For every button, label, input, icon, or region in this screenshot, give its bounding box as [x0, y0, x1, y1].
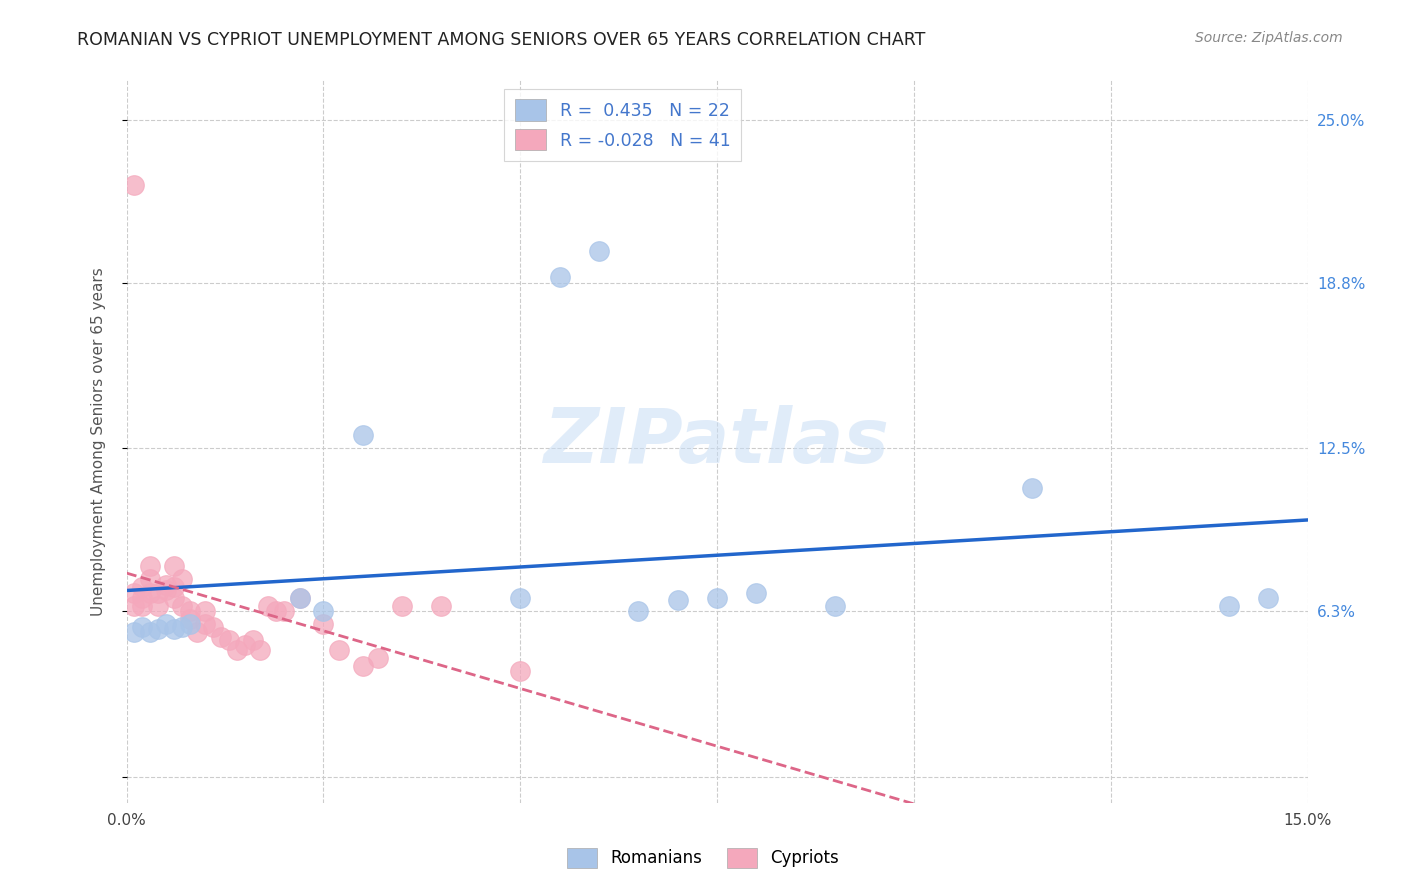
- Text: ROMANIAN VS CYPRIOT UNEMPLOYMENT AMONG SENIORS OVER 65 YEARS CORRELATION CHART: ROMANIAN VS CYPRIOT UNEMPLOYMENT AMONG S…: [77, 31, 925, 49]
- Text: Source: ZipAtlas.com: Source: ZipAtlas.com: [1195, 31, 1343, 45]
- Point: [131, 580, 153, 594]
- Point: [170, 573, 193, 587]
- Point: [124, 599, 146, 613]
- Point: [146, 623, 169, 637]
- Point: [509, 665, 531, 679]
- Point: [186, 625, 208, 640]
- Point: [131, 599, 153, 613]
- Point: [163, 559, 186, 574]
- Text: ZIPatlas: ZIPatlas: [544, 405, 890, 478]
- Point: [124, 585, 146, 599]
- Point: [288, 591, 311, 605]
- Point: [312, 617, 335, 632]
- Point: [233, 638, 256, 652]
- Point: [706, 591, 728, 605]
- Point: [194, 617, 217, 632]
- Point: [1218, 599, 1240, 613]
- Point: [170, 620, 193, 634]
- Point: [242, 632, 264, 647]
- Point: [209, 630, 232, 644]
- Point: [146, 585, 169, 599]
- Point: [627, 604, 650, 618]
- Point: [131, 591, 153, 605]
- Point: [179, 617, 201, 632]
- Point: [328, 643, 350, 657]
- Point: [139, 559, 162, 574]
- Point: [264, 604, 287, 618]
- Point: [588, 244, 610, 258]
- Point: [352, 659, 374, 673]
- Point: [249, 643, 271, 657]
- Point: [155, 578, 177, 592]
- Point: [170, 599, 193, 613]
- Point: [139, 625, 162, 640]
- Point: [257, 599, 280, 613]
- Y-axis label: Unemployment Among Seniors over 65 years: Unemployment Among Seniors over 65 years: [91, 268, 105, 615]
- Legend: R =  0.435   N = 22, R = -0.028   N = 41: R = 0.435 N = 22, R = -0.028 N = 41: [505, 89, 741, 161]
- Point: [124, 178, 146, 193]
- Point: [218, 632, 240, 647]
- Point: [548, 270, 571, 285]
- Point: [155, 582, 177, 597]
- Point: [139, 573, 162, 587]
- Point: [352, 428, 374, 442]
- Point: [430, 599, 453, 613]
- Point: [139, 585, 162, 599]
- Point: [202, 620, 225, 634]
- Point: [225, 643, 247, 657]
- Point: [124, 625, 146, 640]
- Point: [391, 599, 413, 613]
- Point: [163, 623, 186, 637]
- Point: [179, 604, 201, 618]
- Point: [1257, 591, 1279, 605]
- Point: [163, 580, 186, 594]
- Legend: Romanians, Cypriots: Romanians, Cypriots: [560, 841, 846, 875]
- Point: [163, 591, 186, 605]
- Point: [367, 651, 389, 665]
- Point: [179, 612, 201, 626]
- Point: [745, 585, 768, 599]
- Point: [312, 604, 335, 618]
- Point: [155, 617, 177, 632]
- Point: [194, 604, 217, 618]
- Point: [824, 599, 846, 613]
- Point: [1021, 481, 1043, 495]
- Point: [666, 593, 689, 607]
- Point: [273, 604, 295, 618]
- Point: [509, 591, 531, 605]
- Point: [131, 620, 153, 634]
- Point: [146, 599, 169, 613]
- Point: [288, 591, 311, 605]
